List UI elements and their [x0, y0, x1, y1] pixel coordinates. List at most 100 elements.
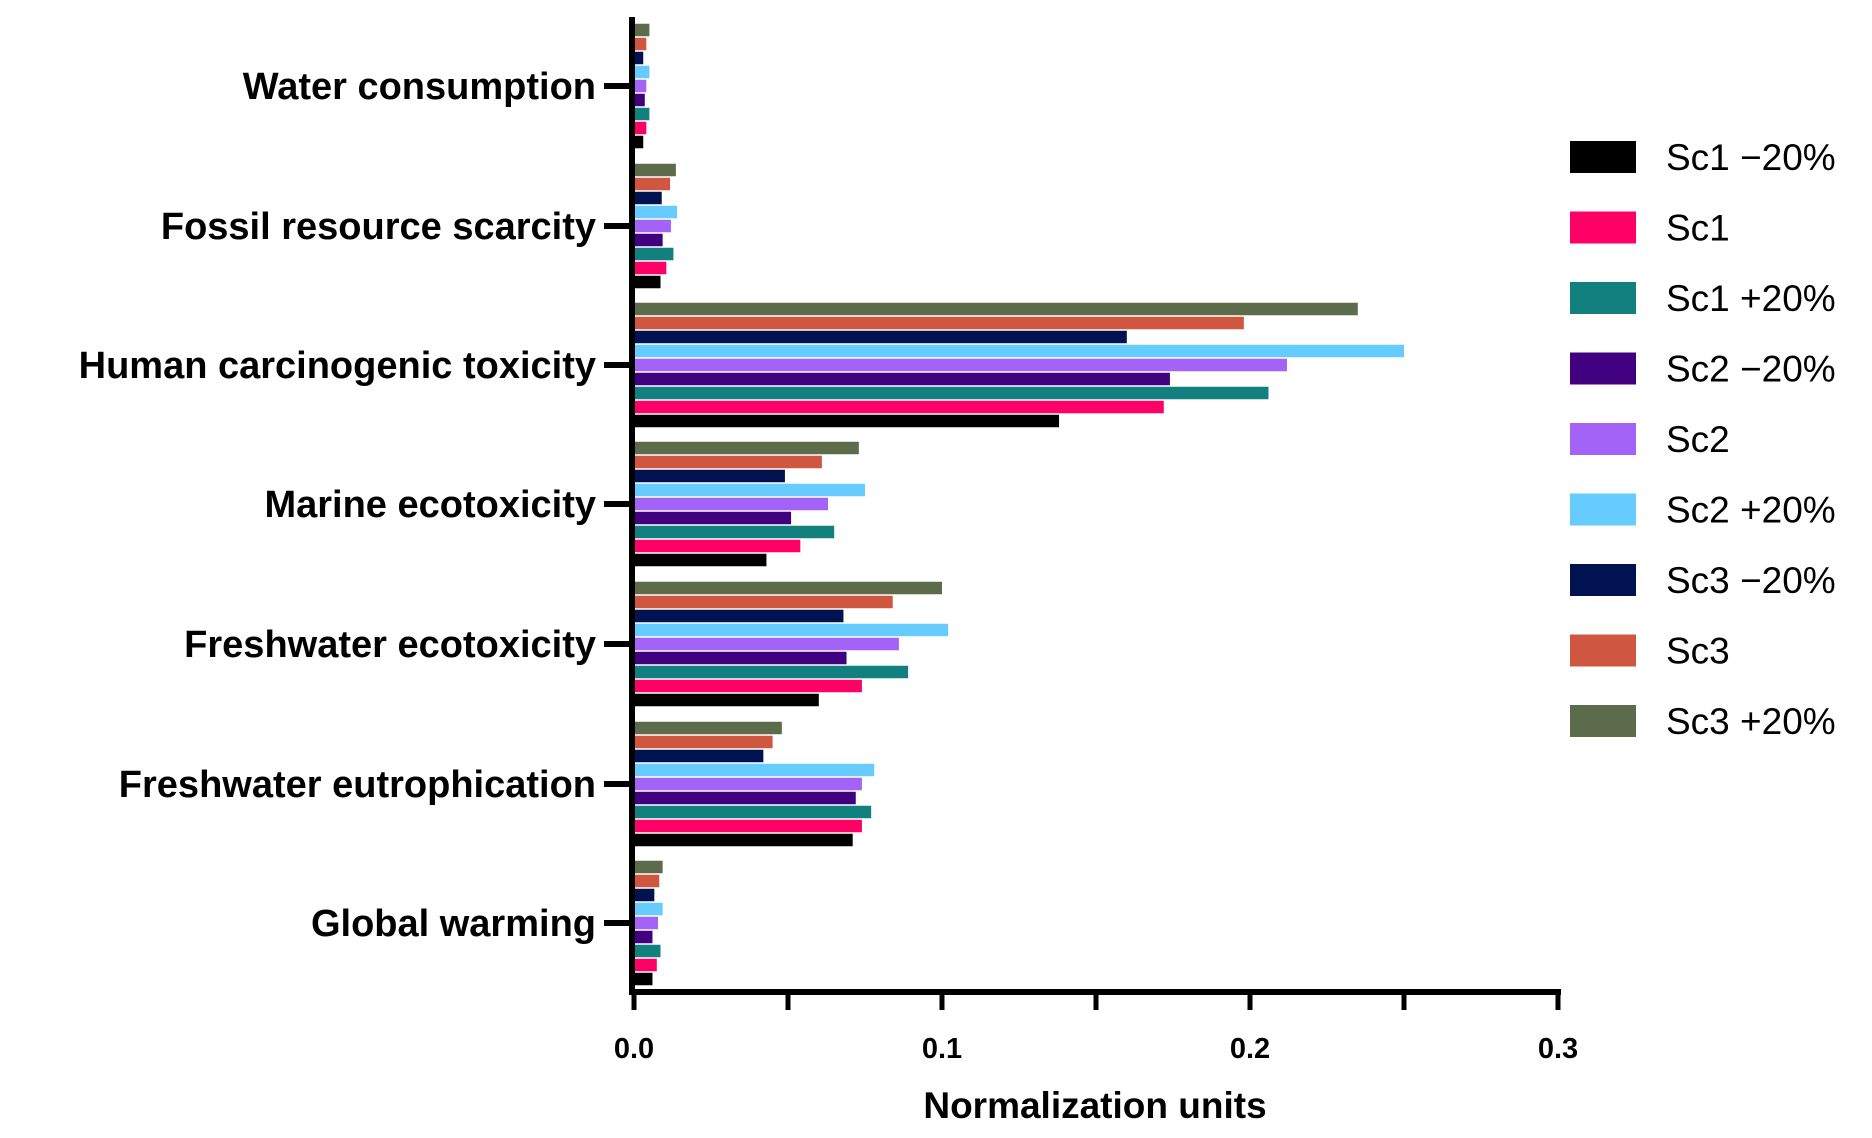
legend-label: Sc2: [1666, 419, 1730, 460]
bar: [634, 483, 865, 497]
bar: [634, 93, 645, 107]
bar: [634, 623, 949, 637]
legend-swatch: [1570, 211, 1636, 244]
category-label: Global warming: [311, 903, 596, 945]
x-tick-labels: 0.0 0.1 0.2 0.3: [614, 1033, 1578, 1065]
legend-item: Sc1: [1570, 208, 1730, 249]
bar: [634, 595, 893, 609]
bars-group: [634, 23, 1404, 986]
x-tick-label: 0.2: [1230, 1033, 1270, 1065]
bar: [634, 455, 822, 469]
bar: [634, 344, 1404, 358]
legend-swatch: [1570, 705, 1636, 737]
bar: [634, 414, 1060, 428]
legend-label: Sc2 +20%: [1666, 490, 1836, 531]
x-axis-label: Normalization units: [923, 1085, 1266, 1126]
bar: [634, 135, 644, 149]
bar: [634, 247, 674, 261]
bar: [634, 469, 785, 483]
legend-swatch: [1570, 423, 1636, 455]
legend-label: Sc3 −20%: [1666, 560, 1836, 601]
bar: [634, 874, 660, 888]
legend-item: Sc2: [1570, 419, 1730, 460]
legend-swatch: [1570, 493, 1636, 526]
bar: [634, 805, 872, 819]
bar: [634, 23, 650, 37]
category-label: Water consumption: [243, 66, 596, 108]
bar: [634, 819, 862, 833]
bar: [634, 735, 773, 749]
bar: [634, 191, 662, 205]
bar: [634, 972, 653, 986]
x-tick-label: 0.1: [922, 1033, 962, 1065]
bar: [634, 37, 647, 51]
bar: [634, 665, 909, 679]
bar: [634, 833, 853, 847]
legend-item: Sc3 +20%: [1570, 701, 1836, 742]
legend-item: Sc1 +20%: [1570, 278, 1836, 319]
bar: [634, 205, 678, 219]
legend-swatch: [1570, 564, 1636, 596]
legend: Sc1 −20% Sc1 Sc1 +20% Sc2 −20% Sc2 Sc2 +20% Sc…: [1570, 137, 1836, 742]
bar: [634, 177, 671, 191]
x-tick-label: 0.3: [1538, 1033, 1578, 1065]
legend-swatch: [1570, 352, 1636, 385]
legend-item: Sc3 −20%: [1570, 560, 1836, 601]
legend-swatch: [1570, 282, 1636, 314]
bar: [634, 791, 856, 805]
legend-item: Sc3: [1570, 631, 1730, 672]
bar: [634, 553, 767, 567]
bar: [634, 581, 942, 595]
category-label: Fossil resource scarcity: [161, 206, 596, 248]
bar: [634, 386, 1269, 400]
axes: [604, 17, 1561, 1010]
bar: [634, 121, 647, 135]
category-label: Freshwater eutrophication: [119, 764, 596, 806]
bar: [634, 441, 859, 455]
bar: [634, 163, 676, 177]
bar: [634, 693, 819, 707]
bar: [634, 930, 653, 944]
legend-label: Sc1 +20%: [1666, 278, 1836, 319]
bar: [634, 888, 655, 902]
category-label: Freshwater ecotoxicity: [184, 624, 596, 666]
legend-label: Sc3: [1666, 631, 1730, 672]
legend-swatch: [1570, 141, 1636, 173]
legend-swatch: [1570, 634, 1636, 667]
bar: [634, 400, 1164, 414]
bar: [634, 763, 875, 777]
bar: [634, 609, 844, 623]
legend-item: Sc2 −20%: [1570, 349, 1836, 390]
bar: [634, 316, 1244, 330]
category-label: Marine ecotoxicity: [264, 484, 596, 526]
category-label: Human carcinogenic toxicity: [79, 345, 596, 387]
bar: [634, 372, 1170, 386]
bar: [634, 79, 647, 93]
legend-label: Sc2 −20%: [1666, 349, 1836, 390]
bar: [634, 497, 829, 511]
bar: [634, 275, 661, 289]
bar: [634, 637, 899, 651]
bar: [634, 679, 862, 693]
bar: [634, 219, 671, 233]
bar: [634, 330, 1127, 344]
bar: [634, 721, 782, 735]
bar: [634, 51, 644, 65]
legend-label: Sc1 −20%: [1666, 137, 1836, 178]
legend-label: Sc1: [1666, 208, 1730, 249]
bar: [634, 302, 1358, 316]
bar: [634, 525, 835, 539]
bar: [634, 749, 764, 763]
bar: [634, 777, 862, 791]
bar: [634, 65, 650, 79]
bar: [634, 511, 792, 525]
bar: [634, 233, 663, 247]
bar: [634, 261, 667, 275]
legend-item: Sc1 −20%: [1570, 137, 1836, 178]
bar: [634, 107, 650, 121]
legend-label: Sc3 +20%: [1666, 701, 1836, 742]
bar: [634, 539, 801, 553]
bar: [634, 958, 657, 972]
category-labels: Water consumption Fossil resource scarcit…: [79, 66, 596, 945]
